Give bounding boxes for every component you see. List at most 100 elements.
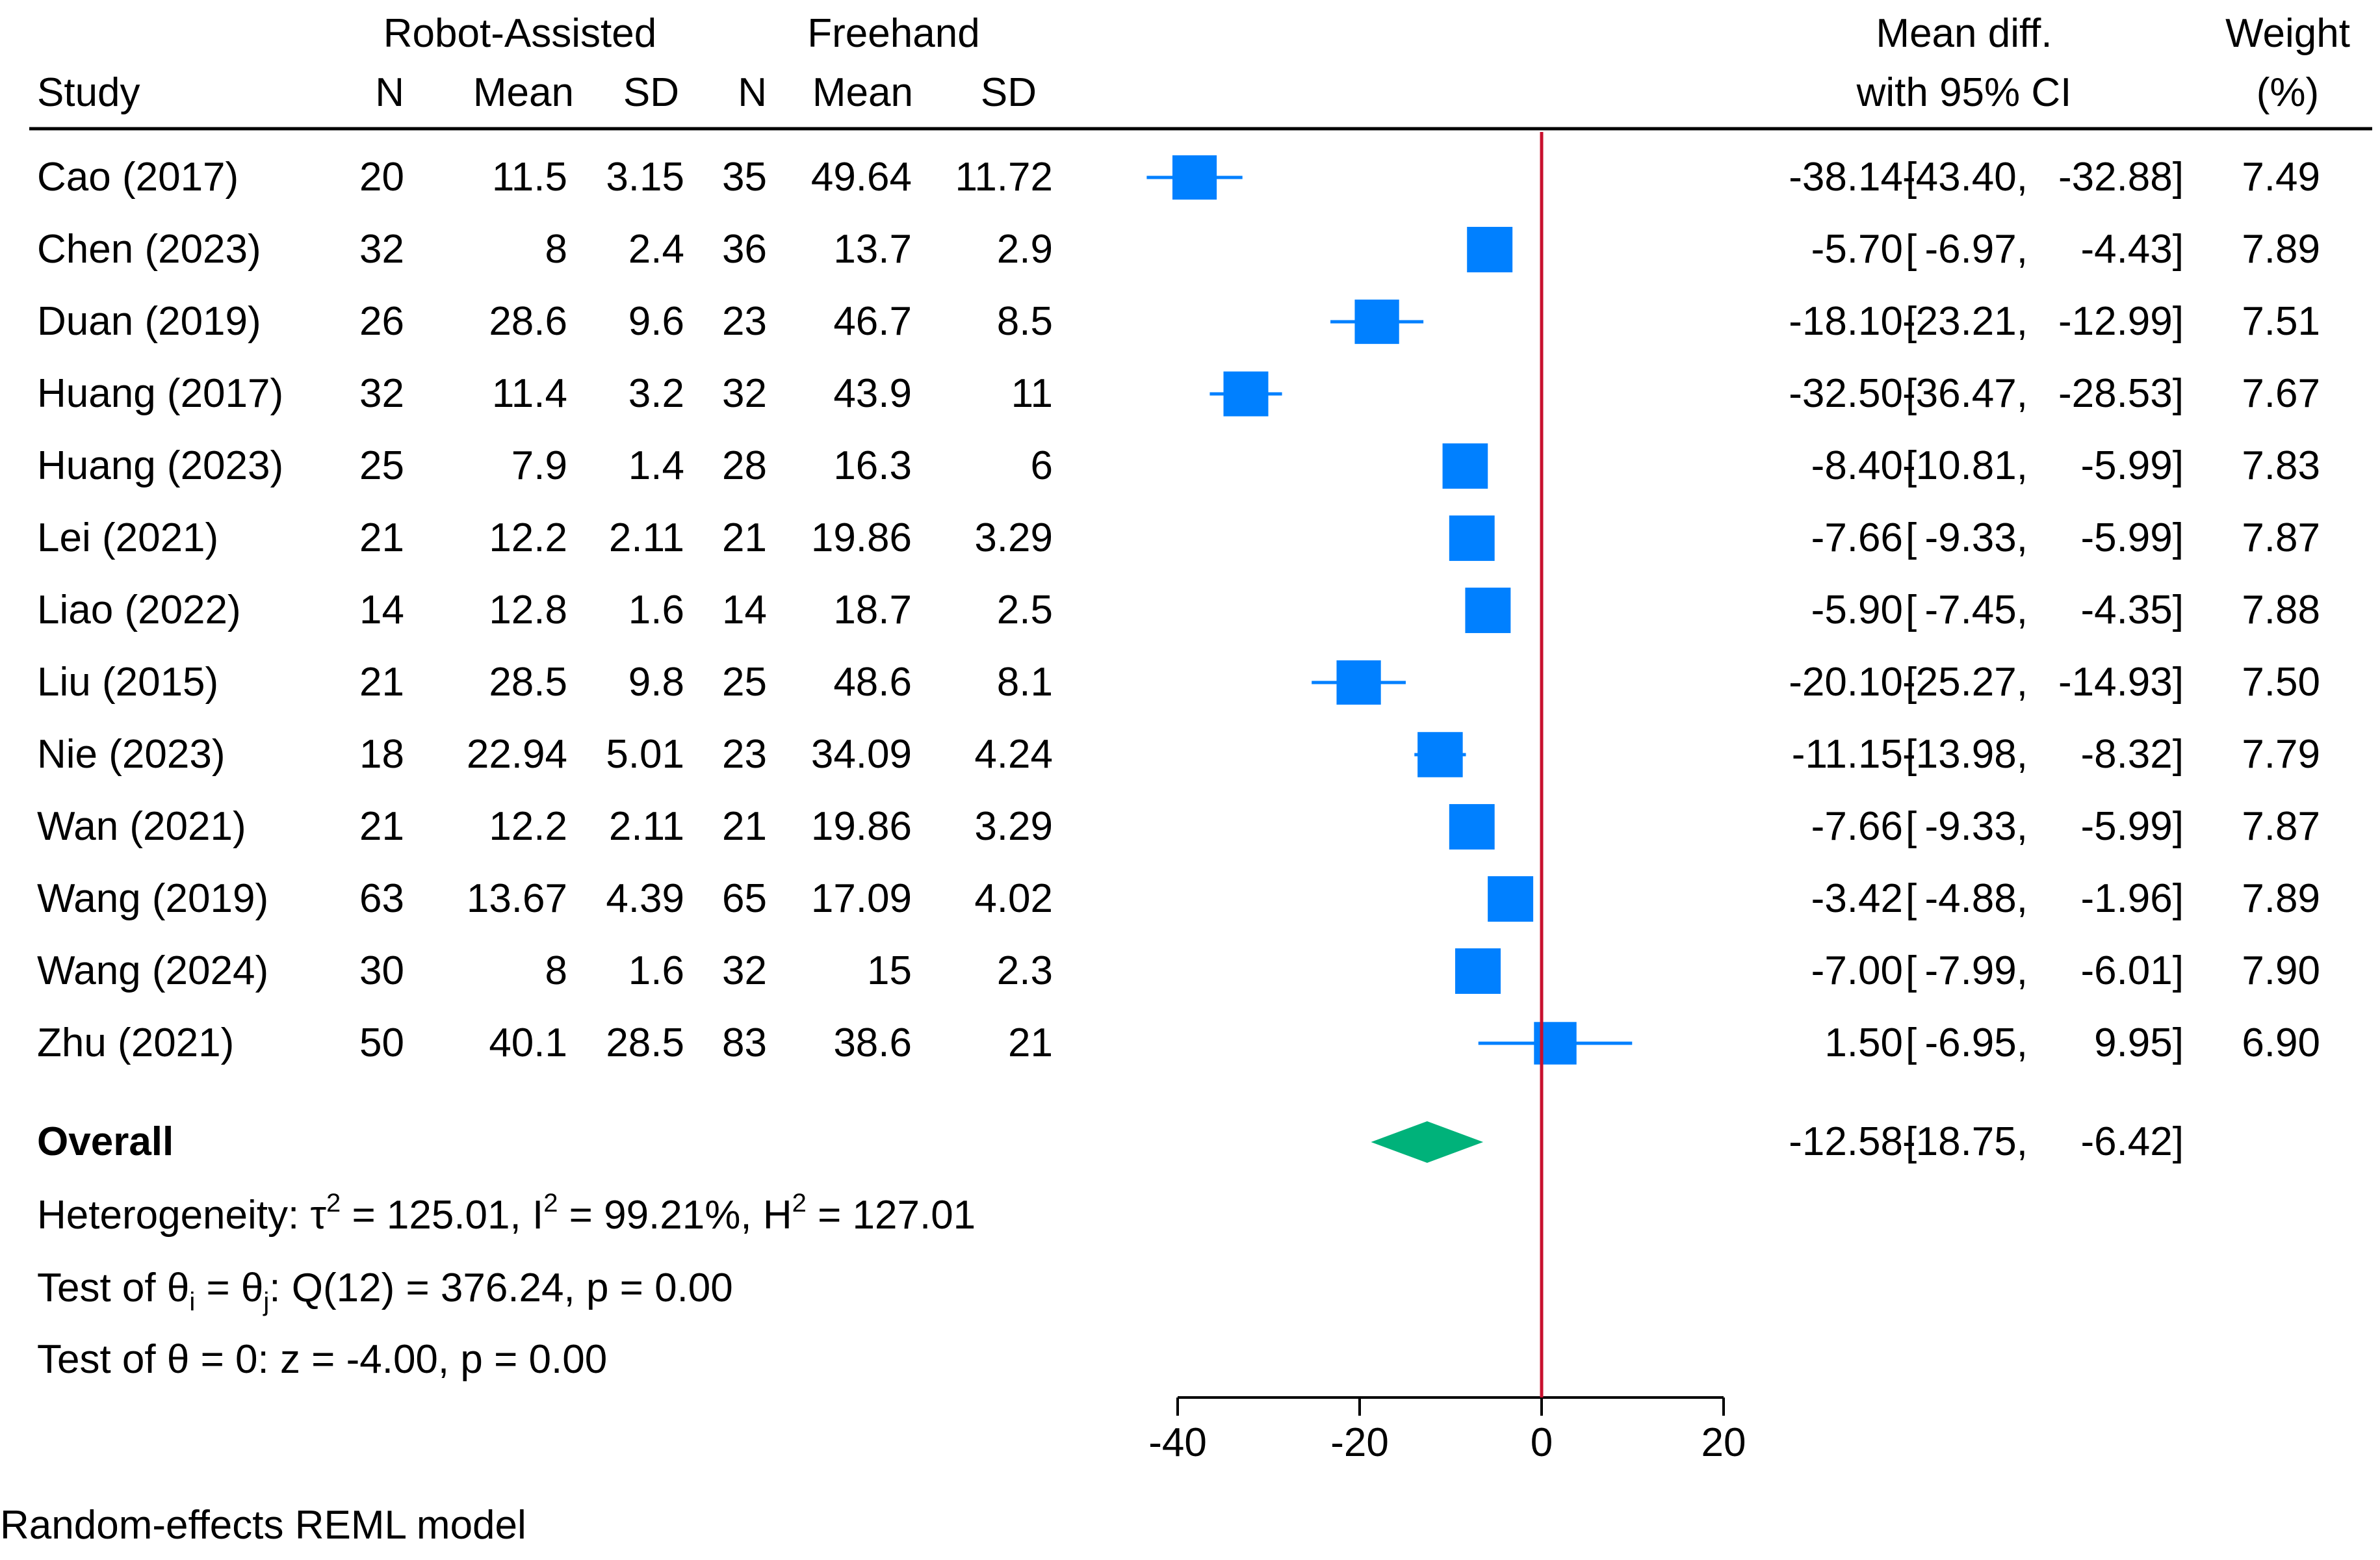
effect-marker: [1172, 155, 1217, 200]
freehand-sd: 8.5: [997, 299, 1053, 344]
md-text: -38.14: [1789, 155, 1903, 200]
ci-lower-text: -7.45,: [1924, 588, 2028, 632]
robot-sd: 1.4: [628, 443, 684, 488]
weight-text: 6.90: [2242, 1020, 2320, 1065]
freehand-sd: 3.29: [974, 515, 1053, 560]
sub-j: j: [263, 1288, 269, 1316]
weight-text: 7.79: [2242, 732, 2320, 777]
ci-bracket: [: [1906, 660, 1917, 705]
weight-text: 7.88: [2242, 588, 2320, 632]
study-row: Wang (2024) 30 8 1.6 32 15 2.3 -7.00 -7.99, -6.01…: [37, 948, 2320, 994]
robot-n: 25: [359, 443, 404, 488]
robot-n: 63: [359, 876, 404, 921]
freehand-sd: 8.1: [997, 660, 1053, 705]
freehand-sd: 2.3: [997, 948, 1053, 993]
ci-upper-text: -5.99]: [2080, 515, 2184, 560]
robot-sd: 1.6: [628, 948, 684, 993]
robot-n: 32: [359, 227, 404, 272]
freehand-n: 23: [722, 732, 767, 777]
robot-n: 26: [359, 299, 404, 344]
test-zero-line: Test of θ = 0: z = -4.00, p = 0.00: [37, 1337, 607, 1382]
effect-marker: [1417, 732, 1463, 777]
robot-mean: 12.2: [489, 515, 567, 560]
robot-sd: 2.11: [609, 804, 684, 849]
study-name: Liao (2022): [37, 588, 241, 632]
ci-upper-text: -4.35]: [2080, 588, 2184, 632]
weight-text: 7.89: [2242, 876, 2320, 921]
freehand-n: 28: [722, 443, 767, 488]
robot-n: 21: [359, 804, 404, 849]
overall-row: Overall -12.58 [ -18.75, -6.42]: [37, 1119, 2184, 1164]
robot-mean: 22.94: [467, 732, 567, 777]
freehand-sd: 6: [1031, 443, 1053, 488]
robot-sd: 3.2: [628, 371, 684, 416]
study-name: Zhu (2021): [37, 1020, 234, 1065]
study-name: Duan (2019): [37, 299, 261, 344]
effect-marker: [1449, 804, 1495, 850]
weight-text: 7.87: [2242, 804, 2320, 849]
ci-bracket: [: [1906, 876, 1917, 921]
effect-marker: [1223, 371, 1269, 417]
weight-text: 7.83: [2242, 443, 2320, 488]
ci-lower-text: -6.95,: [1924, 1020, 2028, 1065]
header-mean2: Mean: [812, 70, 913, 115]
robot-sd: 9.6: [628, 299, 684, 344]
robot-sd: 2.4: [628, 227, 684, 272]
x-axis: -40 -20 0 20: [1148, 1396, 1746, 1465]
overall-bracket: [: [1906, 1119, 1917, 1164]
overall-md-text: -12.58: [1789, 1119, 1903, 1164]
study-name: Wang (2024): [37, 948, 268, 993]
ci-bracket: [: [1906, 155, 1917, 200]
freehand-mean: 49.64: [811, 155, 912, 200]
freehand-n: 65: [722, 876, 767, 921]
robot-mean: 7.9: [511, 443, 567, 488]
header-weight-line1: Weight: [2225, 11, 2350, 56]
ci-lower-text: -36.47,: [1902, 371, 2028, 416]
ci-lower-text: -9.33,: [1924, 515, 2028, 560]
md-text: -11.15: [1792, 732, 1903, 777]
effect-marker: [1465, 588, 1511, 633]
ci-bracket: [: [1906, 588, 1917, 632]
freehand-sd: 2.9: [997, 227, 1053, 272]
effect-marker: [1455, 948, 1501, 994]
study-row: Huang (2017) 32 11.4 3.2 32 43.9 11 -32.50-36.4…: [37, 371, 2320, 417]
ci-lower-text: -7.99,: [1924, 948, 2028, 993]
header-effect-line1: Mean diff.: [1876, 11, 2052, 56]
freehand-mean: 46.7: [833, 299, 912, 344]
freehand-mean: 13.7: [833, 227, 912, 272]
ci-bracket: [: [1906, 1020, 1917, 1065]
test-equal-line: Test of θi = θj: Q(12) = 376.24, p = 0.0…: [37, 1266, 733, 1316]
study-name: Wang (2019): [37, 876, 268, 921]
ci-upper-text: -1.96]: [2080, 876, 2184, 921]
study-row: Wang (2019) 63 13.67 4.39 65 17.09 4.02 -3.42 -4…: [37, 876, 2320, 922]
study-name: Huang (2017): [37, 371, 283, 416]
freehand-n: 21: [722, 804, 767, 849]
study-row: Zhu (2021) 50 40.1 28.5 83 38.6 21 1.50 -6.95, 9.…: [37, 1020, 2320, 1065]
md-text: -32.50: [1789, 371, 1903, 416]
md-text: -8.40: [1811, 443, 1903, 488]
study-name: Cao (2017): [37, 155, 239, 200]
model-note: Random-effects REML model: [0, 1503, 526, 1548]
freehand-sd: 3.29: [974, 804, 1053, 849]
md-text: -7.66: [1811, 804, 1903, 849]
md-text: 1.50: [1824, 1020, 1903, 1065]
study-row: Huang (2023) 25 7.9 1.4 28 16.3 6 -8.40-10.81, -…: [37, 443, 2320, 489]
robot-sd: 1.6: [628, 588, 684, 632]
freehand-n: 83: [722, 1020, 767, 1065]
freehand-mean: 38.6: [833, 1020, 912, 1065]
tau-value: = 125.01, I: [341, 1193, 543, 1238]
md-text: -20.10: [1789, 660, 1903, 705]
ci-lower-text: -13.98,: [1902, 732, 2028, 777]
weight-text: 7.87: [2242, 515, 2320, 560]
robot-sd: 28.5: [606, 1020, 684, 1065]
header-study: Study: [37, 70, 140, 115]
ci-upper-text: -14.93]: [2058, 660, 2184, 705]
weight-text: 7.50: [2242, 660, 2320, 705]
ci-lower-text: -43.40,: [1902, 155, 2028, 200]
freehand-sd: 11.72: [955, 155, 1053, 200]
x-tick-label: -20: [1330, 1420, 1389, 1465]
sup-i: 2: [543, 1189, 558, 1217]
robot-n: 14: [359, 588, 404, 632]
overall-lo-text: -18.75,: [1902, 1119, 2028, 1164]
robot-mean: 28.5: [489, 660, 567, 705]
